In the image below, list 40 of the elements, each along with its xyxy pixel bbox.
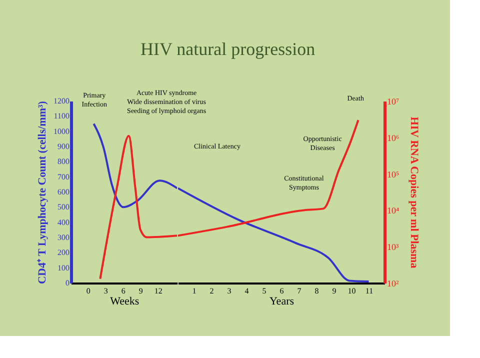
y-tick-label: 900 [58,142,70,151]
x-tick-label: 10 [348,286,356,296]
x-tick-label: 12 [154,286,162,296]
y-tick-label: 500 [58,202,70,212]
y-tick-label: 1000 [54,126,70,136]
y-tick-label: 800 [58,157,70,166]
y-tick-label: 700 [58,172,70,182]
y2-tick-label: 10⁶ [387,132,400,143]
x-tick-label: 3 [104,286,108,296]
x-tick-label: 8 [314,286,319,296]
x-tick-label: 9 [332,286,336,296]
y-tick-label: 300 [58,233,70,242]
x-axis-title: Weeks [110,296,140,308]
y-tick-label: 1100 [54,112,70,121]
y-tick-label: 200 [58,248,70,258]
y-tick-label: 100 [58,263,70,272]
y-tick-label: 0 [66,278,70,288]
x-tick-label: 9 [138,286,143,296]
y2-tick-label: 10³ [387,242,399,252]
y2-axis-title: HIV RNA Copies per ml Plasma [408,116,420,269]
y-tick-label: 600 [58,188,70,196]
y-tick-label: 400 [58,218,70,227]
x-tick-label: 7 [297,286,302,296]
y-axis-title: CD4⁺ T Lymphocyte Count (cells/mm³) [36,100,48,284]
y2-tick-label: 10⁵ [387,169,400,180]
y2-tick-label: 10² [387,278,399,288]
x-tick-label: 11 [365,286,374,296]
y2-tick-label: 10⁴ [387,206,400,216]
x-tick-label: 0 [86,286,90,296]
x-tick-label: 1 [192,286,196,296]
x-tick-label: 2 [210,286,214,296]
x-tick-label: 6 [121,286,126,296]
x-tick-label: 6 [280,286,284,296]
x-axis-title: Years [269,296,294,308]
y2-tick-label: 10⁷ [387,96,400,106]
x-tick-label: 5 [262,286,266,296]
x-tick-label: 4 [244,286,249,296]
x-tick-label: 3 [227,286,232,296]
y-tick-label: 1200 [54,96,70,106]
text: HIV natural progression [140,38,316,59]
